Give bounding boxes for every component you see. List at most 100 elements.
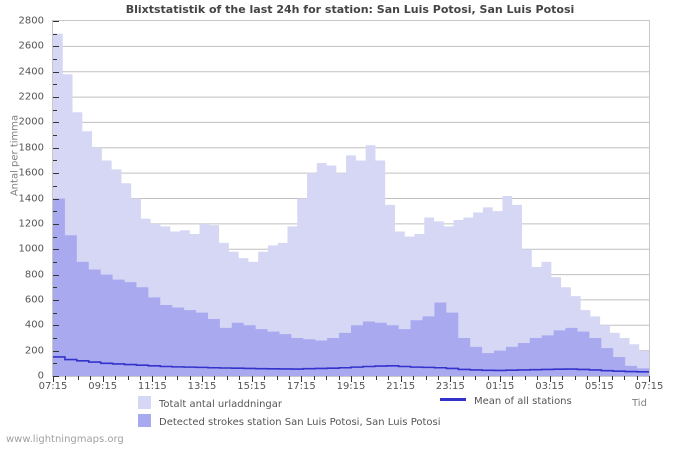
x-tick-mark [375,376,377,380]
y-tick-label: 400 [24,319,44,331]
x-tick-mark [65,376,67,380]
y-tick-mark [53,299,59,301]
x-tick-label: 23:15 [435,381,465,392]
y-tick-mark [53,350,59,352]
x-tick-mark [264,376,266,380]
y-tick-label: 2200 [18,91,44,103]
legend-item-detected: Detected strokes station San Luis Potosi… [138,414,441,428]
y-tick-label: 2000 [18,116,44,128]
legend-label-detected: Detected strokes station San Luis Potosi… [159,417,441,428]
x-tick-label: 15:15 [237,381,267,392]
x-tick-mark [102,376,104,382]
x-tick-mark [425,376,427,380]
legend-item-mean: Mean of all stations [440,396,572,407]
y-tick-mark [53,21,59,22]
x-tick-mark [562,376,564,380]
y-tick-label: 800 [24,269,44,281]
x-tick-mark [400,376,402,382]
x-tick-mark [524,376,526,380]
y-tick-mark [53,59,57,61]
y-tick-mark [53,376,59,377]
x-tick-label: 07:15 [634,381,664,392]
x-tick-mark [649,376,650,382]
x-tick-mark [226,376,228,380]
y-tick-label: 2400 [18,66,44,78]
x-tick-label: 13:15 [187,381,217,392]
x-tick-mark [214,376,216,380]
y-tick-mark [53,363,57,365]
total-discharges-area [53,33,649,376]
y-tick-mark [53,173,59,175]
x-tick-label: 09:15 [88,381,118,392]
legend-swatch-detected [138,414,151,427]
y-tick-mark [53,160,57,162]
y-tick-label: 1000 [18,243,44,255]
x-tick-mark [611,376,613,380]
x-tick-mark [276,376,278,380]
x-tick-mark [338,376,340,380]
y-tick-mark [53,325,59,327]
legend-label-mean: Mean of all stations [474,396,572,407]
mean-all-stations-line [53,356,649,373]
y-tick-mark [53,249,59,251]
y-tick-label: 0 [37,370,44,382]
x-tick-mark [164,376,166,380]
y-tick-label: 600 [24,294,44,306]
x-tick-mark [487,376,489,380]
y-tick-mark [53,84,57,86]
x-tick-mark [599,376,601,382]
plot-area [52,20,650,377]
y-tick-mark [53,97,59,99]
x-tick-mark [189,376,191,380]
x-tick-label: 19:15 [336,381,366,392]
x-tick-mark [53,376,54,382]
x-tick-mark [251,376,253,382]
y-tick-mark [53,236,57,238]
x-tick-mark [363,376,365,380]
y-tick-mark [53,109,57,111]
y-tick-mark [53,147,59,149]
x-tick-mark [537,376,539,380]
footer-url: www.lightningmaps.org [6,434,124,445]
y-tick-label: 1800 [18,142,44,154]
legend-line-mean [440,398,466,401]
y-tick-label: 200 [24,345,44,357]
detected-strokes-area [53,198,649,376]
y-tick-mark [53,33,57,35]
x-tick-mark [152,376,154,382]
y-tick-mark [53,185,57,187]
y-tick-mark [53,312,57,314]
x-tick-mark [301,376,303,382]
legend-label-total: Totalt antal urladdningar [159,399,283,410]
x-tick-mark [239,376,241,380]
chart-title: Blixtstatistik of the last 24h for stati… [125,3,575,16]
x-tick-mark [624,376,626,380]
y-tick-mark [53,261,57,263]
y-tick-mark [53,211,57,213]
x-tick-mark [437,376,439,380]
x-tick-mark [127,376,129,380]
x-tick-mark [500,376,501,382]
x-tick-mark [413,376,415,380]
x-axis-label: Tid [632,398,647,409]
x-tick-mark [388,376,390,380]
x-tick-mark [586,376,588,380]
x-tick-label: 07:15 [38,381,68,392]
x-tick-label: 21:15 [386,381,416,392]
x-tick-mark [636,376,638,380]
y-tick-mark [53,287,57,289]
x-tick-label: 17:15 [286,381,316,392]
x-tick-mark [90,376,92,380]
y-tick-mark [53,198,59,200]
x-tick-mark [574,376,576,380]
x-tick-label: 03:15 [535,381,565,392]
x-tick-mark [475,376,477,380]
x-tick-mark [313,376,315,380]
y-tick-label: 1600 [18,167,44,179]
x-tick-mark [512,376,514,380]
x-tick-label: 05:15 [584,381,614,392]
y-tick-mark [53,46,59,48]
y-axis-label: Antal per timma [9,114,21,197]
x-tick-mark [351,376,352,382]
